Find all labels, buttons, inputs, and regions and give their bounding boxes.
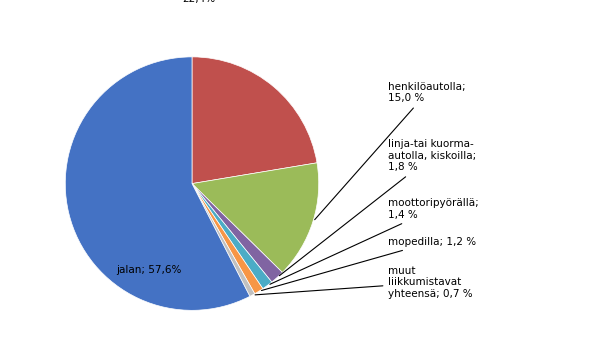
Wedge shape [192,184,255,296]
Text: henkilöautolla;
15,0 %: henkilöautolla; 15,0 % [314,82,466,220]
Text: muut
liikkumistavat
yhteensä; 0,7 %: muut liikkumistavat yhteensä; 0,7 % [255,266,473,299]
Text: mopedilla; 1,2 %: mopedilla; 1,2 % [262,237,476,291]
Text: polkupyörällä;
22,4%: polkupyörällä; 22,4% [161,0,235,4]
Wedge shape [192,163,319,273]
Wedge shape [192,184,263,294]
Wedge shape [65,57,250,310]
Text: linja-tai kuorma-
autolla, kiskoilla;
1,8 %: linja-tai kuorma- autolla, kiskoilla; 1,… [280,139,476,276]
Wedge shape [192,57,317,184]
Text: moottoripyörällä;
1,4 %: moottoripyörällä; 1,4 % [270,198,479,284]
Wedge shape [192,184,272,289]
Wedge shape [192,184,283,282]
Text: jalan; 57,6%: jalan; 57,6% [116,265,181,275]
